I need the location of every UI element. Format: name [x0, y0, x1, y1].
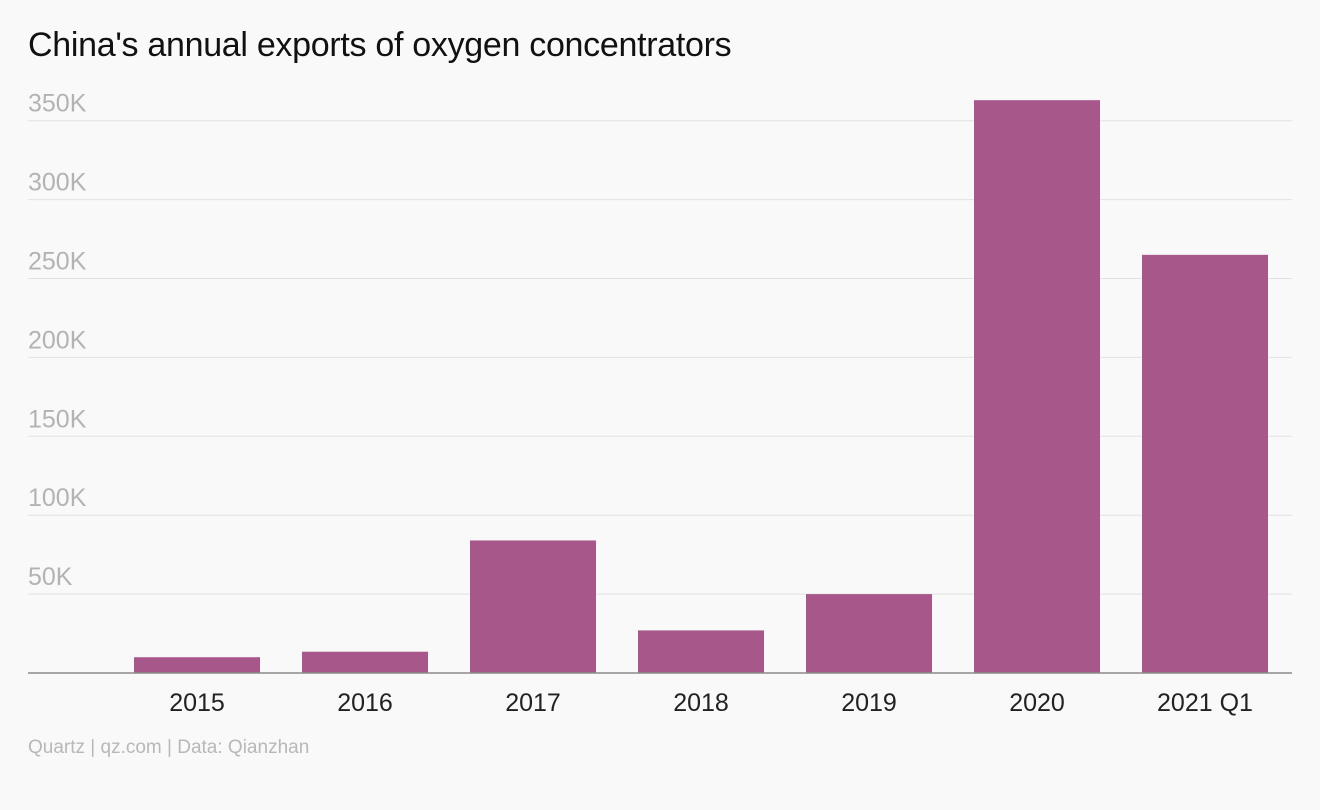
bar-2015	[134, 657, 260, 673]
source-footer: Quartz | qz.com | Data: Qianzhan	[28, 737, 310, 758]
y-tick-label: 250K	[28, 248, 87, 276]
y-tick-label: 150K	[28, 405, 87, 433]
x-tick-label: 2019	[841, 689, 897, 717]
x-tick-label: 2018	[673, 689, 729, 717]
y-tick-label: 50K	[28, 563, 73, 591]
y-tick-label: 200K	[28, 326, 87, 354]
grid-lines	[28, 120, 1292, 595]
x-tick-label: 2021 Q1	[1157, 689, 1253, 717]
bars	[134, 100, 1268, 674]
chart-title: China's annual exports of oxygen concent…	[28, 26, 732, 64]
bar-2017	[470, 540, 596, 673]
x-tick-label: 2020	[1009, 689, 1065, 717]
x-tick-label: 2016	[337, 689, 393, 717]
bar-2019	[806, 594, 932, 673]
y-tick-label: 100K	[28, 484, 87, 512]
bar-2021-q1	[1142, 254, 1268, 673]
x-axis-ticks: 2015 2016 2017 2018 2019 2020 2021 Q1	[169, 689, 1253, 717]
y-tick-label: 350K	[28, 90, 87, 118]
bar-2020	[974, 100, 1100, 674]
bar-2016	[302, 651, 428, 673]
y-tick-label: 300K	[28, 169, 87, 197]
bar-2018	[638, 630, 764, 673]
y-axis-ticks: 50K 100K 150K 200K 250K 300K 350K	[28, 90, 87, 591]
x-tick-label: 2017	[505, 689, 561, 717]
x-tick-label: 2015	[169, 689, 225, 717]
